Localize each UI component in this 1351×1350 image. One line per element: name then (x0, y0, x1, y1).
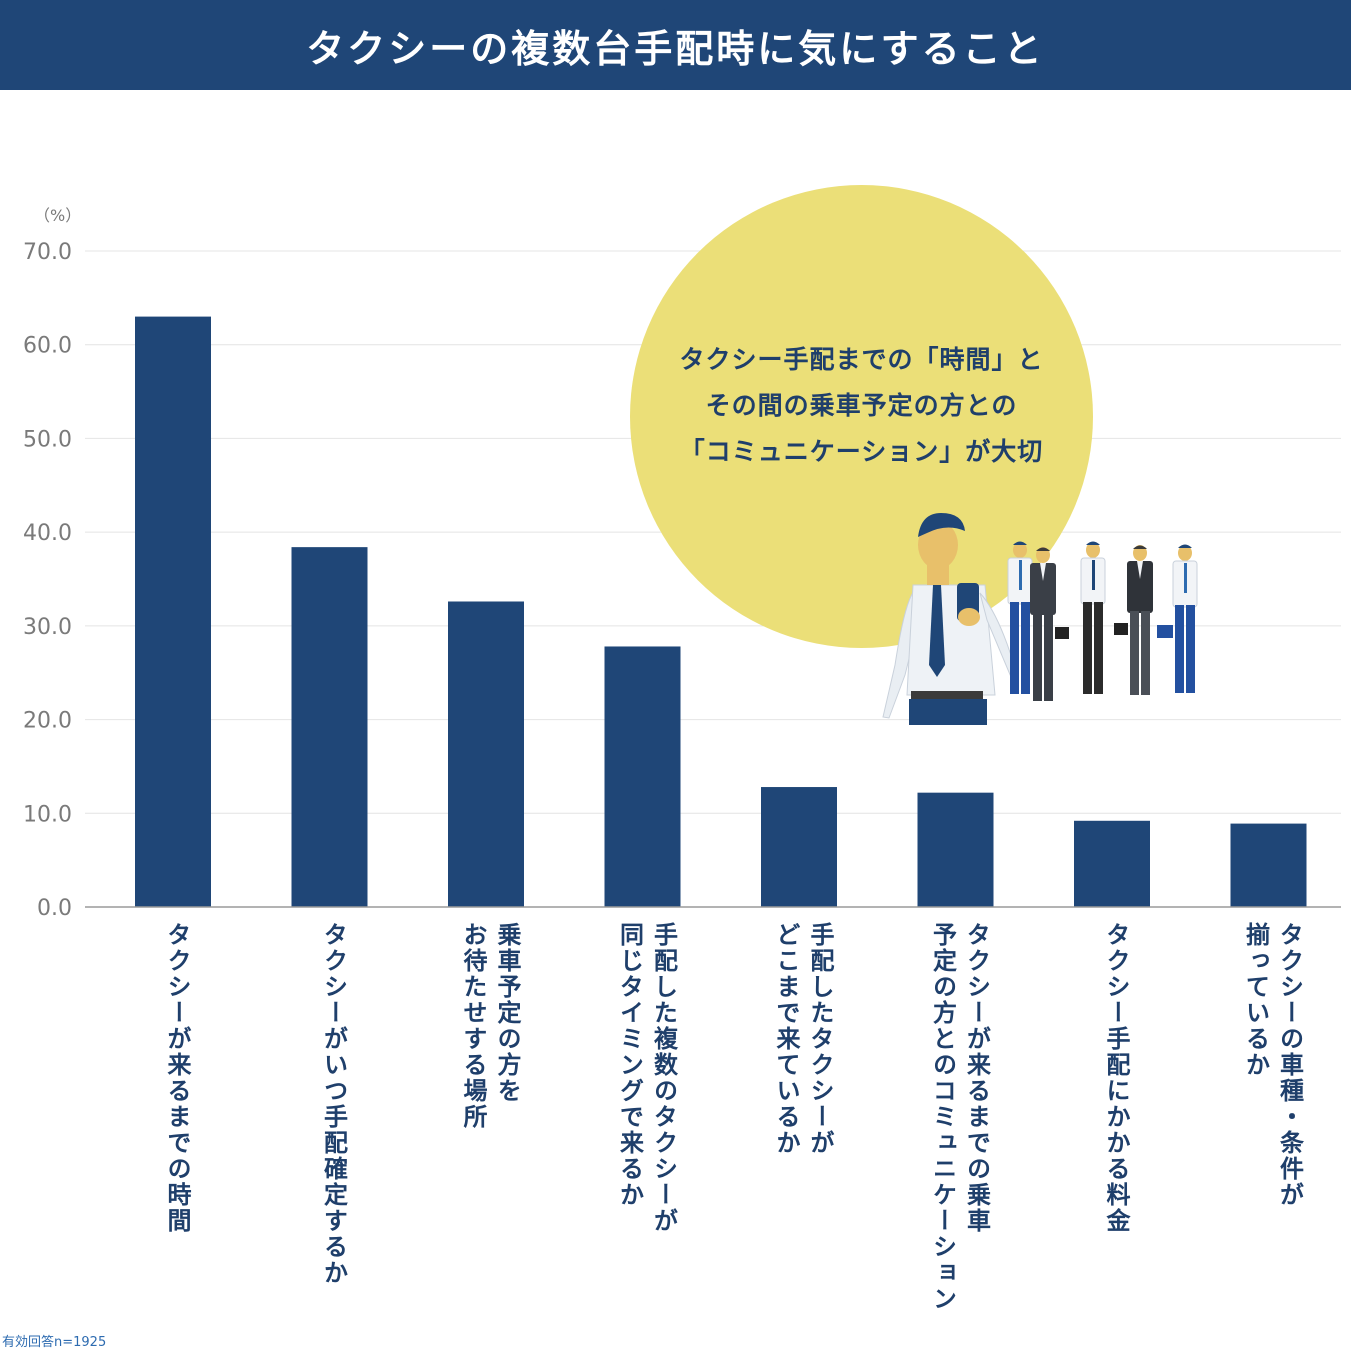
callout-line: タクシー手配までの「時間」と (679, 345, 1044, 374)
callout-line: その間の乗車予定の方との (705, 391, 1018, 420)
business-person (1007, 541, 1033, 694)
bar (135, 316, 211, 908)
x-category-label: 乗車予定の方を お待たせする場所 (459, 922, 521, 1130)
y-tick-label: 60.0 (23, 334, 72, 359)
y-tick-label: 20.0 (23, 709, 72, 734)
y-tick-label: 10.0 (23, 802, 72, 827)
bar (761, 787, 837, 907)
bars (135, 316, 1307, 908)
sample-size-note: 有効回答n=1925 (2, 1335, 107, 1350)
business-person (1080, 541, 1106, 694)
header-banner: タクシーの複数台手配時に気にすること (0, 0, 1351, 90)
y-tick-label: 0.0 (37, 896, 72, 921)
bar (917, 792, 994, 907)
business-people-illustration (882, 513, 1198, 725)
bar (291, 547, 368, 907)
callout-line: 「コミュニケーション」が大切 (679, 437, 1044, 466)
y-tick-label: 30.0 (23, 615, 72, 640)
business-person (1114, 545, 1153, 695)
x-category-label: タクシーが来るまでの乗車 予定の方とのコミュニケーション (928, 922, 991, 1312)
x-category-label: タクシー手配にかかる料金 (1102, 922, 1130, 1234)
bar (1074, 820, 1150, 907)
bar (604, 646, 681, 907)
x-category-label: 手配した複数のタクシーが 同じタイミングで来るか (615, 922, 678, 1234)
business-person (1030, 547, 1069, 701)
bar (1230, 823, 1307, 907)
chart-title: タクシーの複数台手配時に気にすること (306, 26, 1045, 71)
x-category-label: 手配したタクシーが どこまで来ているか (772, 922, 834, 1156)
dispatcher-figure (882, 513, 1018, 725)
callout-text: タクシー手配までの「時間」と その間の乗車予定の方との 「コミュニケーション」が… (630, 337, 1093, 475)
x-category-label: タクシーが来るまでの時間 (163, 922, 191, 1234)
y-tick-label: 70.0 (23, 240, 72, 265)
y-axis-ticks: 0.0 10.0 20.0 30.0 40.0 50.0 60.0 70.0 (23, 240, 72, 921)
y-tick-label: 50.0 (23, 427, 72, 452)
bar (448, 601, 524, 907)
x-category-label: タクシーの車種・条件が 揃っているか (1241, 922, 1304, 1208)
y-unit-label: （%） (34, 206, 81, 225)
business-person (1157, 544, 1198, 693)
y-tick-label: 40.0 (23, 521, 72, 546)
x-category-label: タクシーがいつ手配確定するか (319, 922, 348, 1286)
